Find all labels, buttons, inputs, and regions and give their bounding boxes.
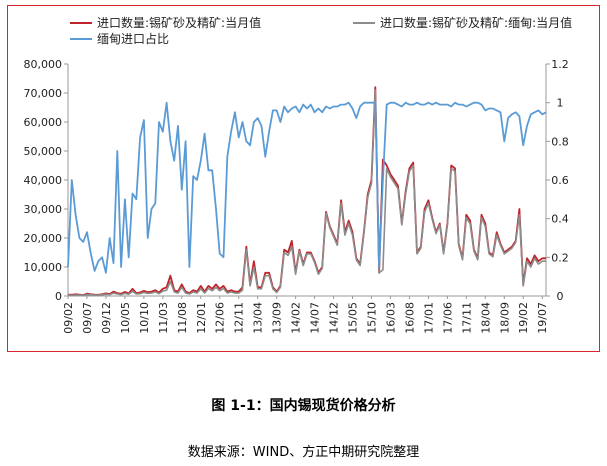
y-left-tick-label: 80,000 <box>24 58 63 71</box>
x-tick-label: 17/01 <box>422 302 435 334</box>
line-chart: 0 10,000 20,000 30,000 40,000 50,000 60,000 70,… <box>24 15 573 334</box>
legend-label: 缅甸进口占比 <box>97 31 169 46</box>
y-left-tick-label: 70,000 <box>24 87 63 100</box>
y-right-tick-label: 0.6 <box>551 174 569 187</box>
series-total-import-line <box>67 86 546 296</box>
x-tick-label: 13/04 <box>252 302 265 334</box>
x-tick-label: 09/12 <box>100 302 113 334</box>
y-right-tick-label: 0.4 <box>551 213 569 226</box>
y-right-tick-label: 0.8 <box>551 135 569 148</box>
x-tick-label: 16/03 <box>384 302 397 334</box>
x-tick-label: 16/08 <box>403 302 416 334</box>
y-left-tick-label: 40,000 <box>24 174 63 187</box>
x-tick-label: 09/07 <box>81 302 94 334</box>
x-tick-label: 10/05 <box>119 302 132 334</box>
x-tick-label: 11/08 <box>176 302 189 334</box>
y-left-tick-label: 30,000 <box>24 203 63 216</box>
x-tick-label: 17/11 <box>460 302 473 334</box>
y-left-tick-label: 20,000 <box>24 232 63 245</box>
x-tick-label: 18/09 <box>498 302 511 334</box>
x-tick-label: 15/10 <box>365 302 378 334</box>
x-tick-label: 14/02 <box>290 302 303 334</box>
x-tick-label: 18/04 <box>479 302 492 334</box>
y-right-tick-label: 0 <box>557 290 564 303</box>
y-right-tick-label: 1 <box>557 97 564 110</box>
series-myanmar-share-line <box>67 101 547 274</box>
legend-label: 进口数量:锡矿砂及精矿:当月值 <box>97 15 261 30</box>
x-tick-label: 19/02 <box>517 302 530 334</box>
chart-frame: 0 10,000 20,000 30,000 40,000 50,000 60,000 70,… <box>7 5 600 352</box>
x-tick-label: 14/07 <box>309 302 322 334</box>
x-tick-label: 17/06 <box>441 302 454 334</box>
legend-label: 进口数量:锡矿砂及精矿:缅甸:当月值 <box>380 15 572 30</box>
x-tick-label: 19/07 <box>536 302 549 334</box>
figure-source: 数据来源：WIND、方正中期研究院整理 <box>187 445 420 460</box>
y-right-tick-label: 0.2 <box>551 251 569 264</box>
x-tick-label: 11/03 <box>157 302 170 334</box>
y-left-tick-label: 50,000 <box>24 145 63 158</box>
figure-caption: 图 1-1：国内锡现货价格分析 <box>211 398 396 414</box>
x-tick-label: 14/12 <box>328 302 341 334</box>
x-tick-label: 15/05 <box>347 302 360 334</box>
series-myanmar-import-line <box>67 89 546 297</box>
y-left-tick-label: 60,000 <box>24 116 63 129</box>
x-tick-label: 10/10 <box>138 302 151 334</box>
y-right-tick-label: 1.2 <box>551 58 569 71</box>
x-tick-label: 13/09 <box>271 302 284 334</box>
y-left-tick-label: 10,000 <box>24 261 63 274</box>
x-tick-label: 12/11 <box>233 302 246 334</box>
y-left-tick-label: 0 <box>55 290 62 303</box>
x-tick-label: 12/01 <box>195 302 208 334</box>
x-tick-label: 12/06 <box>214 302 227 334</box>
x-tick-label: 09/02 <box>62 302 75 334</box>
